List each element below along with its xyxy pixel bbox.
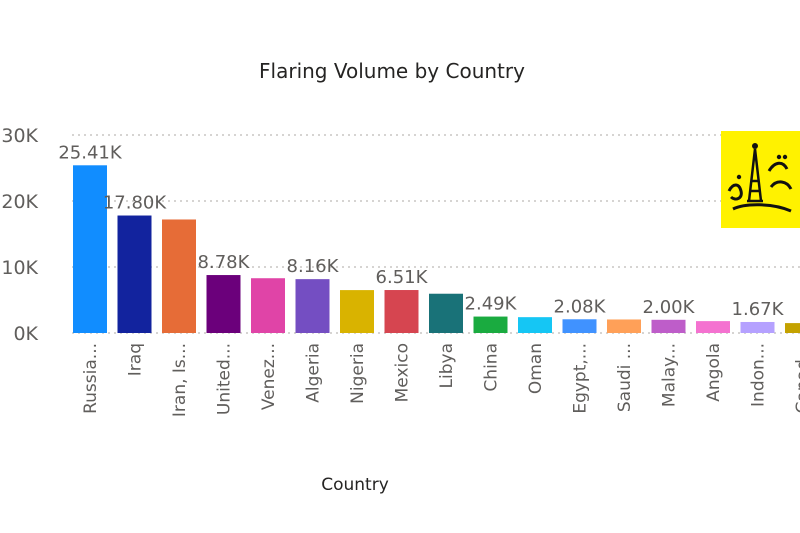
bar[interactable] (607, 319, 641, 333)
x-tick-label: Oman (526, 343, 546, 394)
data-label: 17.80K (103, 193, 168, 214)
y-tick-label: 0K (13, 323, 38, 345)
bar[interactable] (740, 321, 775, 333)
data-labels: 25.41K 17.80K 8.78K 8.16K 6.51K 2.49K 2.08K 2.0… (58, 142, 784, 320)
bar[interactable] (162, 219, 196, 333)
data-label: 6.51K (376, 267, 429, 288)
oil-logo (721, 131, 800, 228)
x-tick-label: Egypt,... (571, 343, 591, 414)
x-tick-label: Indon... (749, 343, 769, 407)
bar[interactable] (785, 323, 800, 333)
y-axis: 0K 10K 20K 30K (1, 125, 38, 345)
x-tick-label: Libya (437, 343, 457, 388)
x-axis: Russia... Iraq Iran, Is... United... Venez..… (81, 343, 800, 417)
x-tick-label: Nigeria (348, 343, 368, 404)
data-label: 2.00K (643, 297, 696, 318)
x-tick-label: United... (215, 343, 235, 415)
bar[interactable] (295, 279, 330, 333)
x-tick-label: Canad... (793, 343, 800, 413)
bar[interactable] (117, 215, 152, 333)
bar[interactable] (518, 317, 552, 333)
bar[interactable] (696, 321, 730, 333)
x-tick-label: Angola (704, 343, 724, 402)
data-label: 25.41K (58, 142, 123, 163)
data-label: 2.08K (554, 296, 607, 317)
data-label: 8.16K (287, 256, 340, 277)
x-tick-label: Malay... (660, 343, 680, 407)
x-tick-label: Algeria (304, 343, 324, 403)
bar[interactable] (251, 278, 285, 333)
chart-title: Flaring Volume by Country (259, 59, 525, 83)
y-tick-label: 30K (1, 125, 38, 147)
x-tick-label: Venez... (259, 343, 279, 410)
x-axis-title: Country (321, 475, 389, 495)
x-tick-label: Saudi ... (615, 343, 635, 412)
bar[interactable] (340, 290, 374, 333)
data-label: 8.78K (198, 252, 251, 273)
y-tick-label: 10K (1, 257, 38, 279)
bar[interactable] (73, 165, 107, 333)
x-tick-label: Iran, Is... (170, 343, 190, 417)
bar[interactable] (384, 290, 419, 333)
bars (73, 165, 800, 333)
x-tick-label: Russia... (81, 343, 101, 414)
oil-derrick-icon (727, 143, 793, 213)
bar[interactable] (473, 316, 508, 333)
bar[interactable] (429, 293, 463, 333)
bar[interactable] (651, 319, 686, 333)
data-label: 2.49K (465, 294, 518, 315)
y-tick-label: 20K (1, 191, 38, 213)
bar[interactable] (206, 275, 241, 333)
bar[interactable] (562, 319, 597, 333)
x-tick-label: Mexico (393, 343, 413, 402)
data-label: 1.67K (732, 299, 785, 320)
x-tick-label: China (482, 343, 502, 392)
x-tick-label: Iraq (126, 343, 146, 376)
